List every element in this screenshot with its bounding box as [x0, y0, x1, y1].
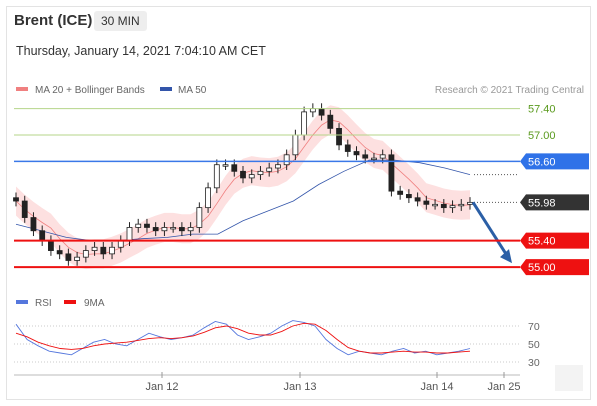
candle-body — [152, 227, 159, 232]
level-label-box — [520, 259, 589, 276]
level-label: 57.00 — [528, 130, 556, 142]
rsi-line — [15, 320, 471, 356]
candle-body — [91, 246, 98, 251]
level-label-box — [520, 194, 589, 211]
level-label: 56.60 — [528, 156, 556, 168]
candle-body — [379, 154, 386, 159]
level-label-box — [520, 153, 589, 170]
timeframe-badge[interactable]: 30 MIN — [94, 11, 147, 31]
candle-body — [82, 250, 89, 258]
candle-body — [205, 187, 211, 209]
candle-body — [257, 170, 264, 176]
candle-body — [222, 164, 229, 167]
report-datetime: Thursday, January 14, 2021 7:04:10 AM CE… — [16, 44, 266, 58]
x-tick-label: Jan 25 — [487, 381, 520, 393]
candle-body — [449, 205, 456, 209]
rsi-tick-label: 50 — [528, 339, 540, 351]
x-tick-label: Jan 13 — [283, 381, 316, 393]
candle-body — [74, 256, 81, 261]
candle-body — [240, 170, 246, 179]
level-label-box — [520, 232, 589, 249]
candle-body — [231, 164, 238, 172]
level-label: 55.98 — [528, 197, 556, 209]
candle-body — [362, 154, 369, 159]
instrument-title: Brent (ICE) — [14, 12, 93, 29]
bollinger-legend-label: MA 20 + Bollinger Bands — [35, 85, 145, 96]
candle-body — [283, 154, 290, 166]
candle-body — [397, 190, 404, 195]
candle-body — [48, 240, 54, 251]
candle-body — [100, 246, 107, 255]
ma50-legend-swatch — [160, 87, 172, 91]
rsi-tick-label: 30 — [528, 357, 540, 369]
rsi-plot: 70 50 30 — [14, 320, 540, 369]
forecast-arrow-shaft — [471, 201, 510, 258]
x-tick-label: Jan 14 — [420, 381, 453, 393]
candle-body — [187, 227, 194, 232]
bollinger-legend-swatch — [16, 87, 28, 91]
candle-body — [414, 197, 421, 202]
candle-body — [30, 217, 37, 232]
candle-body — [292, 134, 299, 156]
candle-body — [432, 203, 438, 207]
ma50-legend-label: MA 50 — [178, 85, 207, 96]
rsi-tick-label: 70 — [528, 321, 540, 333]
chart-frame — [6, 6, 591, 400]
candle-body — [318, 108, 325, 116]
rsi-ma-legend-label: 9MA — [84, 298, 105, 309]
candle-body — [21, 200, 28, 218]
candle-body — [301, 111, 308, 136]
credit-text: Research © 2021 Trading Central — [435, 85, 584, 96]
candle-body — [388, 154, 395, 192]
candle-body — [170, 227, 177, 230]
candle-body — [213, 164, 220, 189]
candle-body — [467, 201, 473, 205]
rsi-ma-legend-swatch — [64, 300, 76, 304]
forecast-arrow-head — [500, 249, 512, 264]
candle-body — [196, 207, 203, 228]
candle-body — [353, 151, 360, 156]
candle-body — [405, 194, 412, 199]
candle-body — [266, 167, 273, 172]
corner-box — [555, 365, 583, 391]
candle-body — [458, 203, 465, 207]
candle-body — [327, 114, 334, 129]
x-tick-label: Jan 12 — [145, 381, 178, 393]
price-plot — [13, 103, 518, 270]
candle-body — [135, 223, 142, 228]
x-axis: Jan 12 Jan 13 Jan 14 Jan 25 — [145, 372, 521, 393]
candle-body — [161, 227, 168, 232]
candle-body — [423, 200, 430, 205]
level-label: 57.40 — [528, 104, 556, 116]
candle-body — [39, 230, 46, 242]
candle-body — [336, 127, 342, 146]
candle-body — [109, 246, 115, 255]
candle-body — [13, 197, 19, 202]
candle-body — [144, 223, 150, 228]
candle-body — [56, 250, 63, 255]
rsi-legend: RSI 9MA — [16, 298, 105, 309]
rsi-legend-label: RSI — [35, 298, 52, 309]
rsi-legend-swatch — [16, 300, 28, 304]
candle-body — [178, 227, 185, 232]
level-label: 55.40 — [528, 236, 556, 248]
candle-body — [440, 203, 447, 209]
candle-body — [275, 164, 281, 169]
bollinger-band — [16, 105, 470, 270]
candle-body — [248, 174, 255, 179]
candle-body — [126, 227, 133, 242]
candle-body — [344, 144, 351, 152]
rsi-ma-line — [15, 322, 471, 354]
level-label: 55.00 — [528, 262, 556, 274]
price-legend: MA 20 + Bollinger Bands MA 50 — [16, 85, 207, 96]
level-lines: 57.40 57.00 56.60 55.98 55.40 55.00 — [14, 104, 589, 276]
candle-body — [371, 157, 377, 161]
candle-body — [65, 253, 72, 261]
